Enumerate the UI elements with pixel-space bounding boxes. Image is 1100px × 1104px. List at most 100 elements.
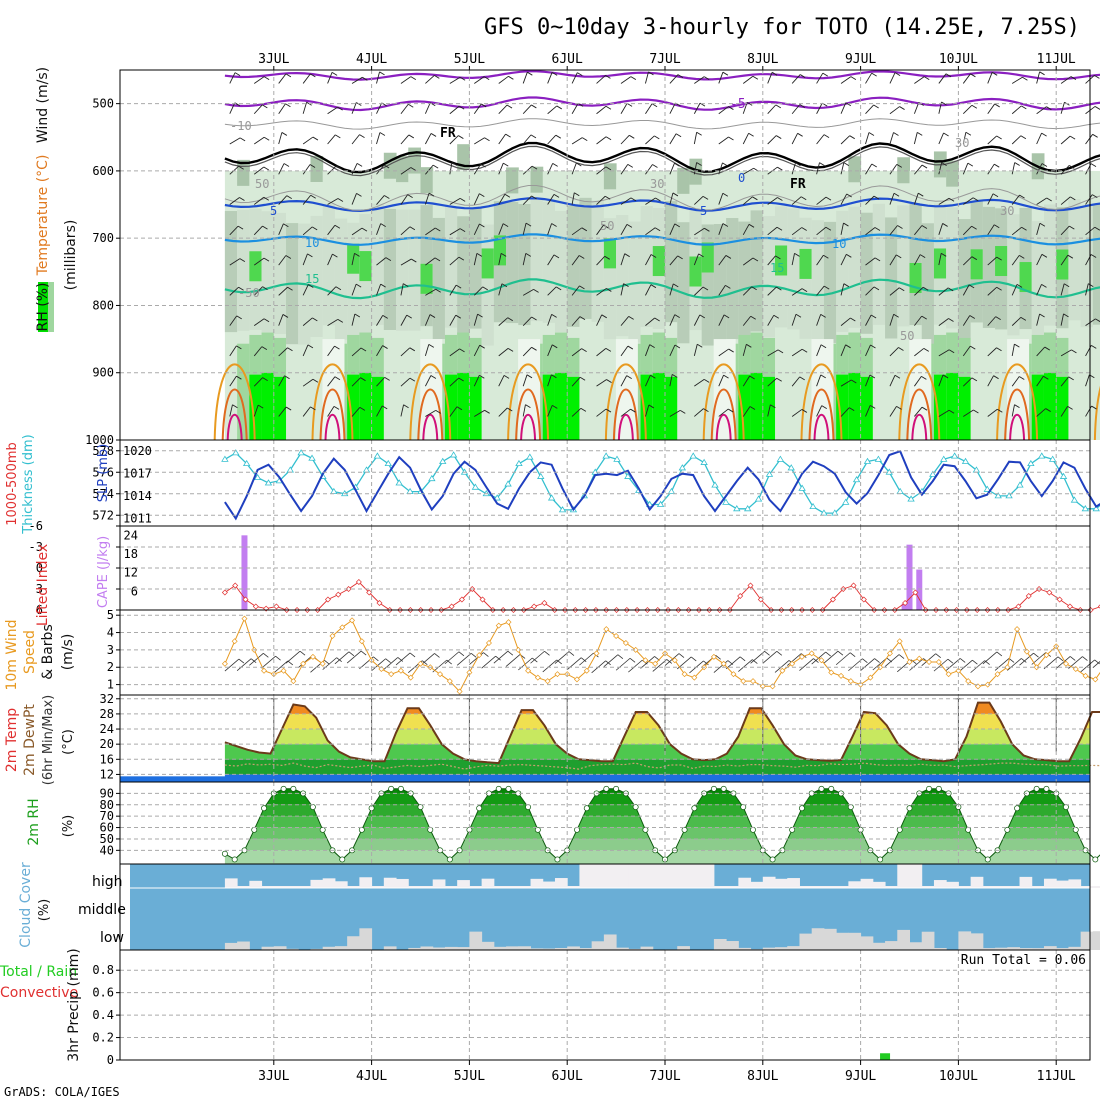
- wind10m-marker: [1015, 627, 1020, 632]
- cloud-high-gap: [848, 881, 861, 888]
- rh-shade: [323, 204, 336, 325]
- rh2m-marker: [614, 786, 619, 791]
- x-tick-top: 3JUL: [258, 52, 289, 67]
- rh-shade: [677, 168, 690, 194]
- wind10m-barb: [482, 656, 496, 668]
- label-minmax: (6hr Min/Max): [41, 695, 56, 785]
- rh2m-marker: [506, 786, 511, 791]
- cloud-low-block: [824, 929, 837, 950]
- ytick-label: 500: [92, 97, 114, 111]
- label-degc: (°C): [61, 729, 76, 755]
- x-tick-top: 11JUL: [1037, 52, 1076, 67]
- cape-bar: [916, 570, 922, 610]
- label-lifted-index: Lifted Index: [35, 544, 51, 626]
- wind10m-barb-flag: [447, 660, 452, 664]
- cloud-high-gap: [457, 880, 470, 888]
- rh2m-marker: [398, 786, 403, 791]
- rh-shade: [653, 246, 666, 276]
- wind10m-barb-flag: [826, 652, 831, 656]
- label-wind10m: 10m Wind: [4, 619, 20, 690]
- rh2m-marker: [584, 806, 589, 811]
- cloud-high-gap: [946, 882, 959, 888]
- wind10m-barb-flag: [1070, 656, 1075, 660]
- cloud-high-gap: [482, 879, 495, 888]
- rh-shade: [457, 216, 470, 337]
- cloud-high-gap: [1056, 881, 1069, 888]
- ytick-label: 1: [107, 678, 114, 692]
- rh-shade: [1044, 204, 1057, 325]
- cloud-low-block: [848, 933, 861, 950]
- rh-shade: [579, 198, 592, 319]
- ytick-label: 700: [92, 231, 114, 245]
- ytick-label: 5: [107, 608, 114, 622]
- rh-band: [120, 839, 1090, 850]
- temp-base-band: [120, 776, 1090, 782]
- wind10m-barb-flag: [679, 654, 684, 658]
- thickness-marker: [527, 454, 533, 459]
- rh2m-marker: [711, 786, 716, 791]
- wind10m-barb: [885, 655, 899, 667]
- cloud-low-block: [359, 928, 372, 950]
- x-tick-top: 4JUL: [356, 52, 387, 67]
- wind10m-barb-flag: [557, 660, 562, 664]
- rh-shade: [396, 210, 409, 331]
- thickness-marker: [1028, 461, 1034, 466]
- rh-shade: [848, 207, 861, 328]
- cloud-low-block: [1044, 946, 1057, 950]
- rh-shade: [433, 218, 446, 339]
- wind10m-barb-flag: [630, 658, 635, 662]
- cloud-low-block: [604, 934, 617, 950]
- run-total: Run Total = 0.06: [961, 953, 1086, 968]
- cloud-high-gap: [1020, 877, 1033, 888]
- thickness-marker: [843, 499, 849, 504]
- rh-shade: [958, 377, 971, 440]
- cloud-low-block: [237, 942, 250, 950]
- cloud-high-gap: [310, 880, 323, 888]
- wind10m-barb: [531, 651, 545, 663]
- cloud-high-gap: [665, 864, 678, 888]
- rh2m-marker: [1014, 806, 1019, 811]
- ytick-label: 600: [92, 164, 114, 178]
- cloud-high-gap: [971, 877, 984, 888]
- cloud-high-gap: [616, 864, 629, 888]
- cloud-low-block: [518, 946, 531, 950]
- rh2m-marker: [985, 857, 990, 862]
- rh2m-marker: [829, 786, 834, 791]
- wind10m-barb-flag: [985, 661, 990, 665]
- rh-shade: [1068, 199, 1081, 320]
- cloud-low-block: [714, 939, 727, 950]
- rh2m-marker: [477, 806, 482, 811]
- cloud-level-label: low: [100, 930, 124, 946]
- rh-shade: [262, 373, 275, 440]
- rh2m-marker: [819, 786, 824, 791]
- label-slp: SLP (mb): [96, 444, 111, 503]
- cloud-high-gap: [910, 864, 923, 888]
- wind10m-barb: [983, 652, 997, 664]
- rh-shade: [555, 373, 568, 440]
- ytick-label: 28: [100, 707, 114, 721]
- rh-shade: [897, 205, 910, 326]
- ytick-label: 20: [100, 737, 114, 751]
- label-2mtemp: 2m Temp: [4, 708, 20, 772]
- thickness-marker: [505, 481, 511, 486]
- rh2m-marker: [222, 851, 227, 856]
- thickness-slp-frame: [120, 440, 1090, 526]
- rh2m-marker: [692, 806, 697, 811]
- thickness-marker: [538, 474, 544, 479]
- rh-shade: [506, 202, 519, 323]
- cloud-high-gap: [433, 879, 446, 888]
- rh-shade: [971, 249, 984, 279]
- ytick-label: 0.4: [92, 1008, 114, 1022]
- cloud-low-block: [421, 946, 434, 950]
- rh-shade: [457, 373, 470, 440]
- cloud-level-label: high: [92, 874, 123, 890]
- label-thickness-1: 1000-500mb: [5, 442, 20, 526]
- rh-shade: [555, 211, 568, 332]
- temp-band: [120, 744, 1090, 759]
- rh-shade: [469, 207, 482, 328]
- contour-label: 50: [900, 329, 914, 343]
- thickness-marker: [1017, 482, 1023, 487]
- x-tick-top: 6JUL: [552, 52, 583, 67]
- wind10m-barb-flag: [508, 651, 513, 655]
- rh-shade: [848, 156, 861, 182]
